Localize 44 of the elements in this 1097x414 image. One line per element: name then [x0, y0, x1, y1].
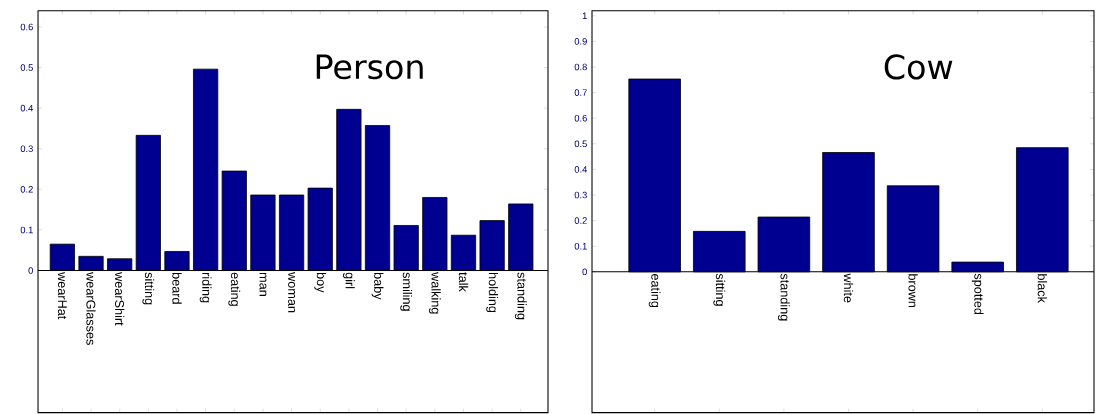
x-tick-label: baby	[371, 272, 384, 300]
y-tick-label: 0	[582, 268, 587, 276]
text: Person	[316, 54, 423, 80]
y-tick-label: 0.8	[574, 63, 587, 71]
x-tick-label: smiling	[400, 272, 413, 311]
y-tick-label: 0.5	[574, 140, 587, 148]
x-tick-label: wearShirt	[115, 272, 125, 326]
x-tick-label: standing	[777, 273, 790, 321]
x-tick-label: sitting	[713, 273, 726, 306]
x-tick-label: wearHat	[57, 272, 67, 320]
y-tick-label: 0.6	[574, 114, 587, 122]
text: Cow	[884, 54, 953, 80]
y-tick-label: 0.7	[574, 89, 587, 96]
y-tick-label: 0.2	[20, 186, 33, 193]
x-tick-label: boy	[314, 272, 327, 293]
y-tick-label: 0.9	[574, 38, 587, 45]
y-tick-label: 0.3	[574, 191, 587, 199]
x-tick-label: beard	[172, 272, 182, 304]
y-tick-label: 0.6	[20, 23, 33, 31]
x-tick-label: black	[1037, 274, 1047, 304]
y-tick-label: 0.3	[20, 145, 33, 153]
x-tick-label: talk	[458, 272, 469, 292]
y-tick-label: 0.4	[574, 166, 588, 173]
x-tick-label: eating	[228, 272, 241, 306]
x-tick-label: man	[259, 272, 267, 296]
y-tick-label: 0.4	[20, 104, 34, 112]
x-tick-label: eating	[648, 273, 661, 308]
x-tick-label: white	[843, 273, 854, 303]
x-tick-label: girl	[342, 272, 355, 289]
x-tick-label: standing	[514, 272, 527, 320]
y-tick-label: 1	[582, 12, 587, 19]
y-tick-label: 0.1	[574, 242, 587, 250]
x-tick-label: holding	[486, 273, 499, 313]
y-tick-label: 0.2	[574, 217, 587, 224]
y-tick-label: 0	[28, 267, 33, 274]
x-tick-label: sitting	[142, 272, 155, 305]
y-tick-label: 0.1	[20, 226, 33, 234]
x-tick-label: wearGlasses	[86, 272, 96, 345]
x-tick-label: riding	[199, 272, 212, 303]
x-tick-label: woman	[288, 272, 296, 313]
x-tick-label: brown	[908, 274, 918, 308]
y-tick-label: 0.5	[20, 64, 33, 71]
x-tick-label: spotted	[971, 273, 984, 315]
x-tick-label: walking	[428, 272, 441, 314]
